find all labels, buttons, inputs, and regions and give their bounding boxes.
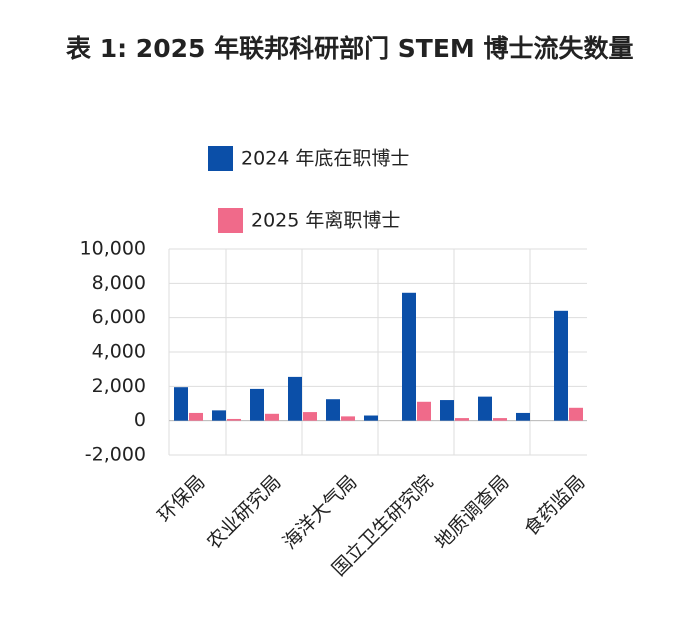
bar <box>402 292 416 421</box>
chart-title: 表 1: 2025 年联邦科研部门 STEM 博士流失数量 <box>66 34 634 63</box>
y-tick-label: 8,000 <box>92 272 146 294</box>
bar <box>554 310 568 421</box>
bar <box>189 412 203 421</box>
x-tick-label: 海洋大气局 <box>279 471 362 554</box>
bar <box>440 400 454 421</box>
y-tick-label: 2,000 <box>92 375 146 397</box>
legend-label: 2025 年离职博士 <box>251 210 400 232</box>
bar <box>174 387 188 421</box>
y-tick-label: 10,000 <box>80 238 146 260</box>
bar <box>326 399 340 421</box>
bar <box>417 401 431 421</box>
legend-swatch <box>208 146 233 171</box>
bar <box>288 376 302 421</box>
x-tick-label: 地质调查局 <box>431 471 514 554</box>
bar <box>250 388 264 421</box>
bar <box>569 407 583 421</box>
bar <box>341 416 355 421</box>
legend-label: 2024 年底在职博士 <box>241 148 409 170</box>
bar <box>516 412 530 421</box>
bar <box>478 396 492 421</box>
x-tick-label: 环保局 <box>154 471 210 527</box>
bar <box>212 410 226 421</box>
bar <box>364 415 378 421</box>
y-tick-label: 4,000 <box>92 341 146 363</box>
y-tick-label: 6,000 <box>92 306 146 328</box>
x-tick-label: 食药监局 <box>520 471 589 540</box>
bar <box>493 418 507 421</box>
legend-swatch <box>218 208 243 233</box>
y-tick-label: 0 <box>134 409 146 431</box>
bar <box>265 413 279 421</box>
x-tick-label: 农业研究局 <box>203 471 286 554</box>
bar <box>303 412 317 421</box>
bar <box>227 418 241 421</box>
y-tick-label: -2,000 <box>85 444 146 466</box>
bar <box>455 418 469 421</box>
